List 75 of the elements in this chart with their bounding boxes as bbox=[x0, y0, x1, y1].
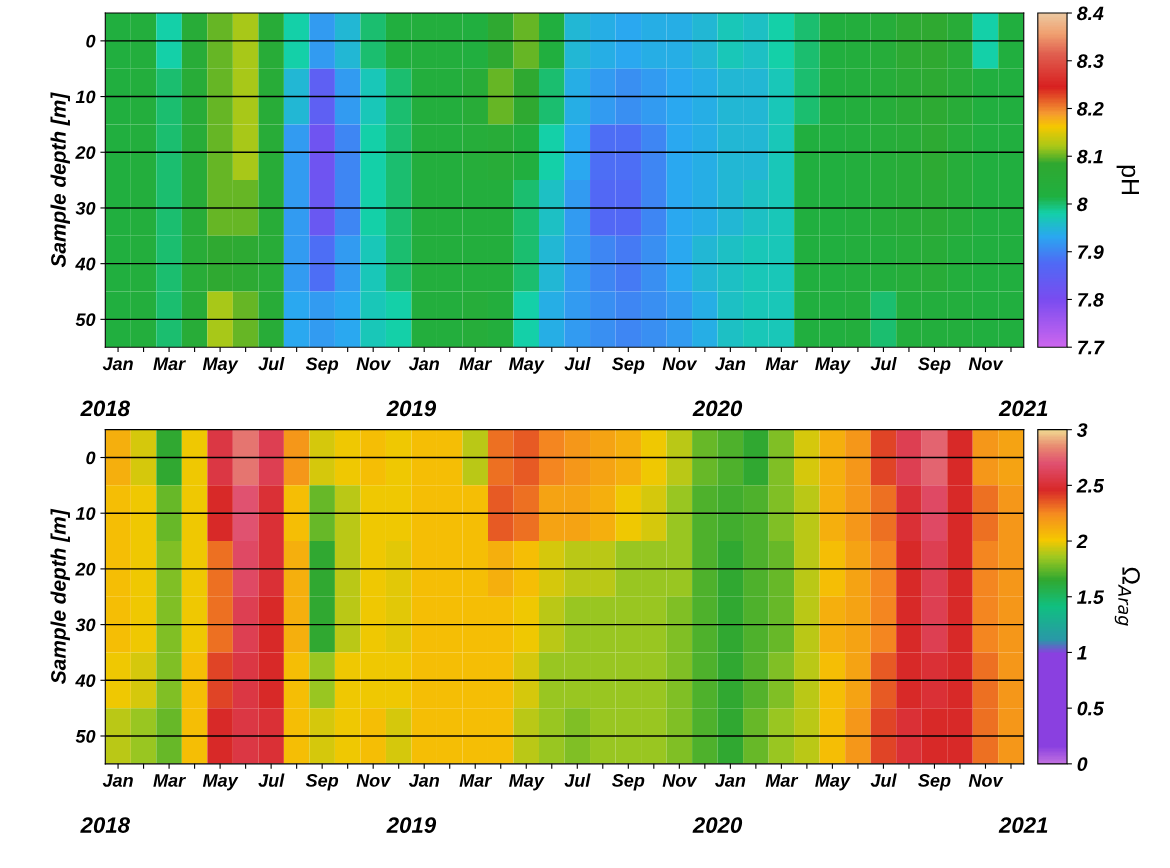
color-bar-label: 7.9 bbox=[1078, 245, 1104, 259]
x-tick-label: Jan bbox=[102, 774, 133, 787]
color-bar-label: 2.5 bbox=[1076, 478, 1105, 493]
x-tick-label: May bbox=[202, 357, 239, 374]
x-tick-label: Jul bbox=[258, 356, 285, 371]
color-bar-label: 8.1 bbox=[1077, 149, 1103, 164]
x-tick-label: May bbox=[815, 774, 851, 791]
color-bar-label: 3 bbox=[1076, 423, 1088, 437]
x-tick-label: Jul bbox=[870, 773, 897, 787]
x-tick-label: Mar bbox=[765, 774, 799, 787]
color-bar-title: Ω$_{Arag}$ bbox=[1114, 567, 1140, 626]
x-tick-label: Nov bbox=[968, 357, 1004, 371]
x-tick-label: Mar bbox=[459, 774, 493, 787]
x-tick-label: Sep bbox=[305, 774, 339, 791]
x-tick-label: Mar bbox=[765, 357, 799, 371]
y-tick-label: 50 bbox=[75, 313, 96, 327]
y-tick-label: 30 bbox=[75, 201, 96, 215]
y-tick-label: 20 bbox=[75, 146, 96, 159]
y-tick-label: 0 bbox=[86, 451, 96, 465]
color-bar-label: 0 bbox=[1077, 757, 1088, 772]
y-tick-label: 30 bbox=[75, 618, 96, 632]
x-tick-label: May bbox=[202, 774, 239, 791]
x-tick-label: May bbox=[509, 774, 545, 791]
x-tick-label: Jan bbox=[715, 357, 746, 371]
x-tick-label: Jan bbox=[408, 774, 440, 787]
text: 2021 bbox=[998, 400, 1048, 417]
x-tick-label: Jul bbox=[564, 773, 591, 787]
x-tick-label: Sep bbox=[305, 357, 339, 374]
color-bar-label: 7.7 bbox=[1078, 340, 1105, 355]
text: 2018 bbox=[80, 400, 130, 417]
color-bar-title: pH bbox=[1116, 165, 1139, 195]
text: 2020 bbox=[692, 817, 743, 833]
color-bar-label: 1 bbox=[1077, 646, 1087, 660]
y-tick-label: 10 bbox=[75, 507, 96, 520]
x-tick-label: Jul bbox=[564, 356, 591, 371]
x-tick-label: Jan bbox=[408, 357, 440, 371]
x-tick-label: Sep bbox=[611, 357, 645, 374]
color-bar-label: 0.5 bbox=[1077, 701, 1105, 716]
x-tick-label: Jul bbox=[870, 356, 897, 371]
x-tick-label: Mar bbox=[459, 357, 493, 371]
text: 2018 bbox=[80, 817, 130, 833]
x-tick-label: Nov bbox=[662, 774, 698, 787]
x-tick-label: Sep bbox=[611, 774, 645, 791]
y-axis-title: Sample depth [m] bbox=[50, 508, 70, 684]
y-tick-label: 50 bbox=[75, 729, 96, 743]
color-bar-label: 8.3 bbox=[1077, 54, 1104, 68]
x-tick-label: Nov bbox=[662, 357, 698, 371]
x-tick-label: Nov bbox=[356, 774, 392, 787]
color-bar-label: 8 bbox=[1077, 197, 1088, 212]
text: 2019 bbox=[386, 400, 437, 417]
color-bar-label: 2 bbox=[1076, 534, 1088, 549]
y-axis-title: Sample depth [m] bbox=[50, 92, 70, 268]
x-tick-label: Jan bbox=[715, 774, 746, 787]
x-tick-label: Nov bbox=[356, 357, 392, 371]
text: 2021 bbox=[998, 817, 1048, 833]
x-tick-label: Jul bbox=[258, 773, 285, 787]
x-tick-label: Sep bbox=[918, 357, 951, 374]
x-tick-label: Mar bbox=[153, 357, 186, 371]
x-tick-label: Sep bbox=[918, 774, 951, 791]
text: 2019 bbox=[386, 817, 437, 833]
y-tick-label: 20 bbox=[75, 562, 96, 576]
text: 2020 bbox=[692, 400, 743, 417]
x-tick-label: Nov bbox=[968, 774, 1004, 787]
x-tick-label: May bbox=[815, 357, 851, 374]
y-tick-label: 40 bbox=[75, 257, 96, 271]
x-tick-label: Jan bbox=[102, 357, 133, 371]
y-tick-label: 40 bbox=[75, 674, 96, 688]
y-tick-label: 0 bbox=[86, 34, 96, 48]
y-tick-label: 10 bbox=[75, 90, 96, 104]
color-bar-label: 8.2 bbox=[1077, 101, 1104, 116]
x-tick-label: May bbox=[509, 357, 545, 374]
color-bar-label: 1.5 bbox=[1077, 590, 1105, 604]
color-bar-label: 7.8 bbox=[1078, 292, 1104, 307]
color-bar-label: 8.4 bbox=[1077, 6, 1104, 21]
x-tick-label: Mar bbox=[153, 774, 186, 787]
